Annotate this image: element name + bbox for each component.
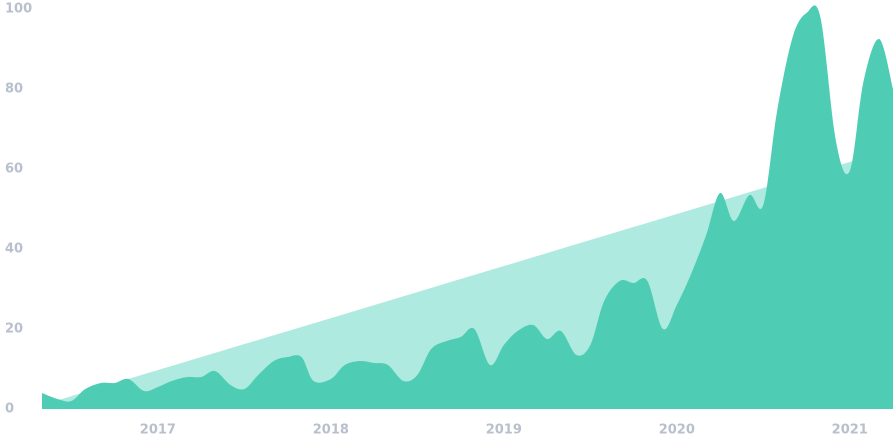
y-tick-label: 60 [5,162,23,177]
x-tick-label: 2019 [486,423,522,438]
x-tick-label: 2020 [659,423,695,438]
y-tick-label: 100 [5,2,32,17]
x-tick-label: 2017 [140,423,176,438]
x-tick-label: 2021 [832,423,868,438]
y-tick-label: 0 [5,402,14,417]
area [42,5,893,410]
x-tick-label: 2018 [313,423,349,438]
y-tick-label: 40 [5,242,23,257]
y-tick-label: 20 [5,322,23,337]
y-tick-label: 80 [5,82,23,97]
